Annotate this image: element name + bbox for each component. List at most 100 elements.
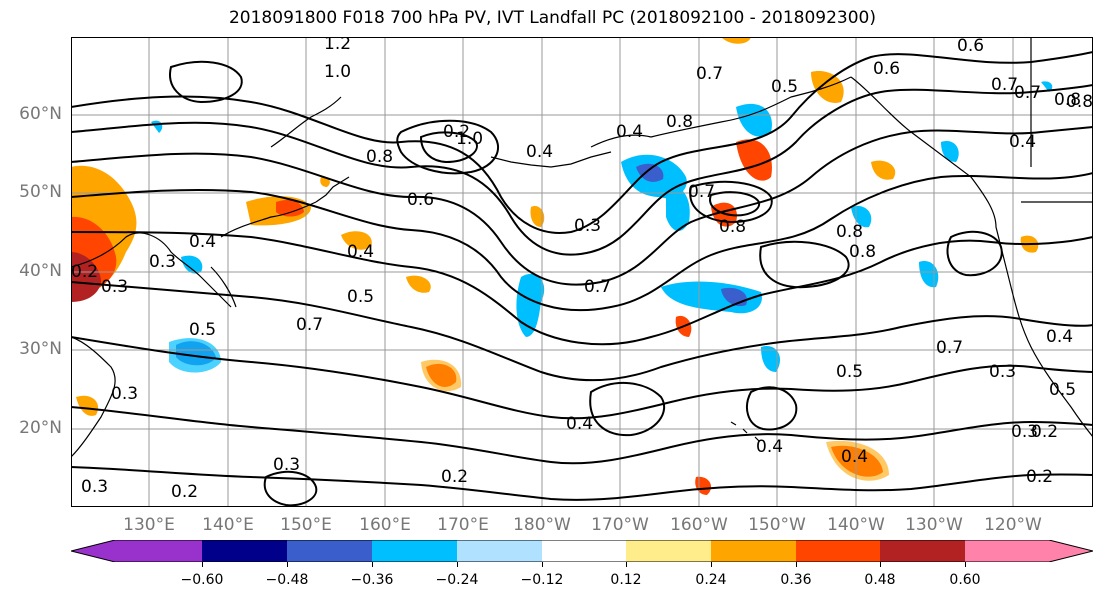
colorbar-tickmark bbox=[542, 562, 543, 567]
contour-label: 0.2 bbox=[1026, 467, 1053, 487]
shade-orange-25n bbox=[421, 359, 462, 392]
contour-label: 0.7 bbox=[688, 182, 715, 202]
contour-label: 0.5 bbox=[189, 320, 216, 340]
contour-loop-1 bbox=[396, 119, 500, 175]
contour-0 bbox=[71, 51, 1093, 234]
contour-label: 0.3 bbox=[111, 384, 138, 404]
shade-orange-sw bbox=[76, 395, 99, 416]
lat-label-60n: 60°N bbox=[19, 104, 62, 124]
shade-navy-52n bbox=[636, 163, 664, 182]
contour-label: 0.2 bbox=[441, 467, 468, 487]
contour-label: 0.7 bbox=[584, 277, 611, 297]
shade-orange-top bbox=[721, 37, 751, 44]
contour-5 bbox=[71, 281, 1093, 382]
colorbar-bin bbox=[711, 540, 796, 562]
contour-label: 0.4 bbox=[756, 437, 783, 457]
contour-label: 0.4 bbox=[841, 447, 868, 467]
lat-label-40n: 40°N bbox=[19, 261, 62, 281]
map-canvas: 1.2 1.0 0.6 0.7 0.8 0.7 0.5 0.6 0.7 0.8 … bbox=[71, 37, 1093, 507]
contour-label: 0.4 bbox=[566, 414, 593, 434]
colorbar-bin bbox=[796, 540, 880, 562]
contour-label: 0.8 bbox=[836, 222, 863, 242]
colorbar-tick-label: −0.60 bbox=[180, 572, 224, 588]
shade-blue-ak bbox=[736, 103, 772, 137]
contour-label: 1.0 bbox=[456, 129, 483, 149]
contour-loop-6 bbox=[746, 386, 798, 431]
shade-japan-red bbox=[276, 200, 304, 217]
contour-label: 0.5 bbox=[347, 287, 374, 307]
shade-orange-south bbox=[695, 476, 712, 495]
contour-label: 0.3 bbox=[989, 362, 1016, 382]
contour-labels: 1.2 1.0 0.6 0.7 0.8 0.7 0.5 0.6 0.7 0.8 … bbox=[71, 37, 1093, 502]
contour-label: 0.3 bbox=[101, 277, 128, 297]
shade-orange-52n bbox=[871, 160, 896, 180]
contour-label: 0.4 bbox=[189, 232, 216, 252]
shade-blue-55n bbox=[941, 141, 959, 162]
contour-label: 0.3 bbox=[1011, 422, 1038, 442]
contour-label: 0.4 bbox=[347, 242, 374, 262]
contour-loop-4 bbox=[709, 191, 761, 217]
colorbar-tickmark bbox=[965, 562, 966, 567]
colorbar-tick-label: 0.48 bbox=[864, 572, 896, 588]
colorbar-tick-label: −0.36 bbox=[350, 572, 394, 588]
contour-label: 0.2 bbox=[171, 482, 198, 502]
coast-japan bbox=[210, 201, 317, 308]
colorbar bbox=[71, 540, 1093, 562]
shade-orange-40n bbox=[341, 231, 372, 250]
colorbar-bin bbox=[287, 540, 372, 562]
coastlines bbox=[71, 37, 1093, 458]
pv-contours bbox=[71, 51, 1093, 507]
colorbar-tickmark bbox=[711, 562, 712, 567]
contour-label: 0.2 bbox=[1031, 422, 1058, 442]
colorbar-extend-low bbox=[71, 540, 202, 562]
lon-label-140e: 140°E bbox=[202, 515, 254, 535]
map-panel: 1.2 1.0 0.6 0.7 0.8 0.7 0.5 0.6 0.7 0.8 … bbox=[71, 37, 1093, 507]
contour-2 bbox=[71, 126, 1093, 286]
contour-label: 0.3 bbox=[574, 216, 601, 236]
contour-label: 0.7 bbox=[936, 338, 963, 358]
shade-blue-40n bbox=[181, 255, 203, 274]
contour-loop-3 bbox=[689, 180, 773, 224]
contour-label: 0.8 bbox=[366, 147, 393, 167]
shade-blue-40n-east bbox=[919, 261, 939, 288]
contour-label: 1.0 bbox=[324, 62, 351, 82]
contour-3 bbox=[71, 172, 1093, 312]
colorbar-bin bbox=[880, 540, 965, 562]
lat-label-20n: 20°N bbox=[19, 418, 62, 438]
contour-label: 0.4 bbox=[526, 142, 553, 162]
lon-label-160e: 160°E bbox=[359, 515, 411, 535]
contour-label: 0.6 bbox=[957, 37, 984, 56]
contour-label: 1.2 bbox=[324, 37, 351, 54]
lat-label-30n: 30°N bbox=[19, 339, 62, 359]
contour-loop-9 bbox=[946, 230, 1003, 277]
colorbar-tickmark bbox=[457, 562, 458, 567]
coast-hawaii bbox=[730, 421, 760, 442]
contour-label: 0.4 bbox=[616, 122, 643, 142]
contour-7 bbox=[71, 406, 1093, 465]
lon-label-160w: 160°W bbox=[670, 515, 728, 535]
lon-label-120w: 120°W bbox=[984, 515, 1042, 535]
contour-label: 0.8 bbox=[1054, 90, 1081, 110]
contour-label: 0.8 bbox=[666, 112, 693, 132]
contour-label: 0.5 bbox=[1049, 380, 1076, 400]
colorbar-bin bbox=[457, 540, 542, 562]
shade-blue-kurils bbox=[151, 120, 163, 133]
lon-label-180w: 180°W bbox=[513, 515, 571, 535]
contour-label: 0.6 bbox=[407, 190, 434, 210]
coast-kurils bbox=[315, 176, 350, 203]
colorbar-tickmark bbox=[626, 562, 627, 567]
lon-label-130e: 130°E bbox=[123, 515, 175, 535]
contour-label: 0.4 bbox=[1009, 132, 1036, 152]
shade-blue-48n bbox=[666, 186, 690, 232]
colorbar-bin bbox=[542, 540, 626, 562]
shade-orange-18n bbox=[826, 440, 889, 481]
contour-label: 0.2 bbox=[71, 262, 98, 282]
shade-blue-ne bbox=[1041, 81, 1053, 92]
colorbar-tick-label: 0.24 bbox=[695, 572, 727, 588]
colorbar-tickmark bbox=[880, 562, 881, 567]
contour-label: 0.7 bbox=[696, 64, 723, 84]
coast-kamchatka bbox=[270, 96, 342, 148]
contour-8 bbox=[71, 466, 1093, 501]
contour-label: 0.4 bbox=[1046, 327, 1073, 347]
coast-alaska bbox=[590, 76, 852, 148]
